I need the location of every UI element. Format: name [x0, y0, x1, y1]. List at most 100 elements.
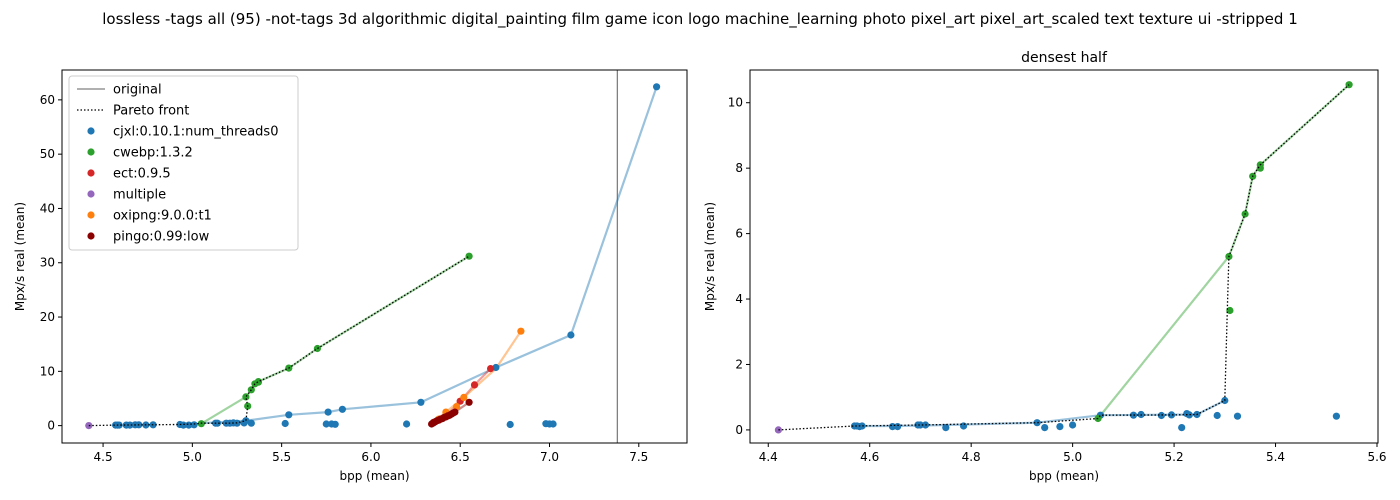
point-cjxl-23 — [285, 411, 293, 419]
legend-swatch-multiple — [87, 190, 95, 198]
x-tick-label-4: 6.5 — [451, 450, 470, 464]
y-tick-label-2: 4 — [735, 292, 743, 306]
point-cjxl-36 — [567, 331, 575, 339]
y-axis-title-1: Mpx/s real (mean) — [703, 202, 717, 311]
x-tick-label-5: 5.4 — [1266, 450, 1285, 464]
x-tick-label-6: 7.5 — [629, 450, 648, 464]
y-tick-label-1: 10 — [40, 364, 55, 378]
x-tick-label-4: 5.2 — [1165, 450, 1184, 464]
legend-label-cwebp: cwebp:1.3.2 — [113, 146, 193, 161]
point-cjxl-28 — [338, 405, 346, 413]
legend-swatch-ect — [87, 169, 95, 177]
y-tick-label-0: 0 — [735, 423, 743, 437]
point-cjxl-2 — [115, 421, 123, 429]
x-tick-label-2: 5.5 — [272, 450, 291, 464]
point-cjxl-3 — [858, 422, 866, 430]
point-ect-4 — [487, 365, 495, 373]
point-cjxl-26 — [1233, 412, 1242, 420]
point-cjxl-14 — [1069, 421, 1077, 429]
plot-area-0 — [85, 70, 661, 443]
point-cjxl-5 — [894, 423, 902, 431]
x-tick-label-1: 4.6 — [860, 450, 879, 464]
y-tick-label-1: 2 — [735, 357, 743, 371]
point-cjxl-14 — [213, 419, 221, 427]
y-tick-label-4: 8 — [735, 161, 743, 175]
legend-label-pareto: Pareto front — [113, 104, 189, 119]
point-cjxl-37 — [653, 83, 661, 91]
legend-swatch-cwebp — [87, 148, 95, 156]
point-cjxl-12 — [190, 421, 198, 429]
legend-label-original: original — [113, 83, 162, 98]
series-line-cwebp — [1097, 83, 1350, 420]
legend-label-pingo: pingo:0.99:low — [113, 230, 210, 245]
point-cjxl-20 — [1178, 424, 1186, 432]
legend-label-oxipng: oxipng:9.0.0:t1 — [113, 209, 212, 224]
point-cjxl-7 — [916, 421, 925, 429]
point-cwebp-2 — [1226, 306, 1234, 315]
x-tick-label-1: 5.0 — [183, 450, 202, 464]
point-cjxl-27 — [1332, 412, 1340, 420]
x-tick-label-6: 5.6 — [1367, 450, 1386, 464]
x-tick-label-3: 6.0 — [361, 450, 380, 464]
point-pingo-14 — [465, 398, 473, 406]
x-tick-label-2: 4.8 — [962, 450, 981, 464]
point-cjxl-13 — [1056, 423, 1064, 431]
panel-right: 4.4 4.6 4.8 5.0 5.2 5.4 5.6 0 2 4 6 8 10 bpp (mean) Mp… — [703, 50, 1387, 483]
point-ect-3 — [470, 381, 479, 389]
figure-suptitle: lossless -tags all (95) -not-tags 3d alg… — [102, 10, 1298, 29]
y-tick-label-4: 40 — [40, 201, 55, 215]
point-cwebp-9 — [465, 252, 473, 260]
point-cjxl-22 — [1185, 411, 1193, 419]
x-tick-label-3: 5.0 — [1063, 450, 1082, 464]
legend-label-ect: ect:0.9.5 — [113, 167, 171, 182]
point-cjxl-32 — [506, 420, 514, 429]
y-tick-label-6: 60 — [40, 93, 55, 107]
point-oxipng-2 — [453, 403, 461, 411]
point-cjxl-18 — [1157, 411, 1165, 420]
point-cjxl-20 — [242, 417, 250, 425]
x-tick-label-0: 4.5 — [94, 450, 113, 464]
legend-label-multiple: multiple — [113, 188, 166, 203]
point-cjxl-24 — [1213, 411, 1221, 420]
point-cjxl-9 — [942, 424, 950, 432]
legend: original Pareto front cjxl:0.10.1:num_thre… — [68, 75, 299, 251]
pareto-front-line — [88, 255, 470, 427]
point-cjxl-12 — [1041, 424, 1049, 432]
x-tick-label-5: 7.0 — [540, 450, 559, 464]
point-cjxl-35 — [549, 420, 557, 428]
point-cjxl-11 — [185, 421, 193, 429]
point-cjxl-24 — [322, 420, 330, 428]
y-tick-label-2: 20 — [40, 310, 55, 324]
point-cjxl-10 — [179, 421, 187, 429]
point-cjxl-29 — [403, 420, 411, 428]
y-tick-label-5: 10 — [728, 96, 743, 110]
plot-area-1 — [774, 81, 1353, 434]
point-cjxl-4 — [126, 421, 134, 429]
axes-frame-0 — [61, 69, 688, 444]
y-tick-label-3: 30 — [40, 256, 55, 270]
axes-frame-1 — [749, 69, 1379, 444]
panel-left: 4.5 5.0 5.5 6.0 6.5 7.0 7.5 0 10 20 30 40 50 60 bpp (m… — [13, 69, 688, 483]
y-tick-label-3: 6 — [735, 227, 743, 241]
legend-swatch-pingo — [87, 232, 95, 240]
y-axis-title-0: Mpx/s real (mean) — [13, 202, 27, 311]
y-tick-label-0: 0 — [47, 419, 55, 433]
pareto-front-line — [778, 84, 1350, 431]
legend-swatch-cjxl — [87, 127, 95, 135]
point-pingo-13 — [451, 408, 459, 416]
point-cjxl-11 — [1033, 419, 1041, 427]
point-cjxl-19 — [1167, 411, 1176, 419]
x-axis-title-0: bpp (mean) — [339, 469, 409, 483]
y-tick-label-5: 50 — [40, 147, 55, 161]
x-axis-title-1: bpp (mean) — [1029, 469, 1099, 483]
point-cwebp-6 — [254, 378, 262, 386]
point-cjxl-10 — [960, 422, 968, 430]
point-cjxl-22 — [281, 419, 289, 428]
panel-title-1: densest half — [1021, 50, 1108, 66]
point-cjxl-27 — [331, 420, 339, 428]
point-cjxl-21 — [247, 419, 255, 427]
point-cjxl-25 — [324, 408, 332, 416]
x-tick-label-0: 4.4 — [759, 450, 778, 464]
point-oxipng-4 — [517, 327, 525, 335]
